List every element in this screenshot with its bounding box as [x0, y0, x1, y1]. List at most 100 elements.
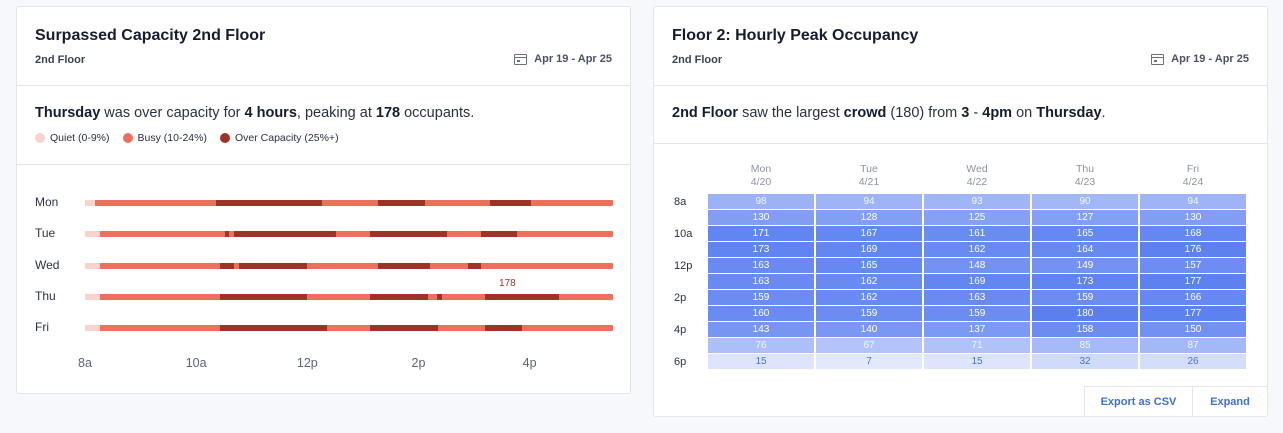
heatmap-cell[interactable]: 94 — [816, 194, 922, 209]
calendar-icon — [1151, 53, 1165, 65]
heatmap-row-label: 8a — [674, 196, 687, 208]
heatmap-cell[interactable]: 162 — [816, 290, 922, 305]
over-capacity-segment — [378, 263, 430, 269]
over-capacity-segment — [233, 231, 337, 237]
x-axis-tick: 8a — [78, 356, 92, 370]
heatmap-cell[interactable]: 163 — [708, 274, 814, 289]
heatmap-cell[interactable]: 167 — [816, 226, 922, 241]
day-occupancy-bar[interactable] — [85, 200, 613, 206]
over-capacity-segment — [480, 231, 518, 237]
x-axis-tick: 10a — [185, 356, 207, 370]
export-csv-button[interactable]: Export as CSV — [1084, 386, 1192, 416]
heatmap-column-header: Wed 4/22 — [924, 163, 1030, 189]
heatmap-cell[interactable]: 130 — [708, 210, 814, 225]
day-occupancy-bar[interactable] — [85, 294, 613, 300]
heatmap-cell[interactable]: 149 — [1032, 258, 1138, 273]
heatmap-cell[interactable]: 130 — [1140, 210, 1246, 225]
legend-item-over-capacity: Over Capacity (25%+) — [219, 132, 339, 144]
heatmap-cell[interactable]: 87 — [1140, 338, 1246, 353]
heatmap-cell[interactable]: 128 — [816, 210, 922, 225]
heatmap-cell[interactable]: 15 — [708, 354, 814, 369]
heatmap-cell[interactable]: 164 — [1032, 242, 1138, 257]
heatmap-cell[interactable]: 173 — [708, 242, 814, 257]
heatmap-cell[interactable]: 159 — [1032, 290, 1138, 305]
heatmap-cell[interactable]: 176 — [1140, 242, 1246, 257]
heatmap-row-label: 2p — [674, 292, 687, 304]
heatmap-cell[interactable]: 171 — [708, 226, 814, 241]
heatmap-row-label: 12p — [674, 260, 693, 272]
heatmap-column-header: Thu 4/23 — [1032, 163, 1138, 189]
day-occupancy-bar[interactable] — [85, 263, 613, 269]
quiet-segment — [85, 263, 100, 269]
heatmap-cell[interactable]: 7 — [816, 354, 922, 369]
over-capacity-segment — [436, 294, 443, 300]
weekday-date: 4/22 — [966, 176, 988, 188]
quiet-segment — [85, 294, 100, 300]
weekday-name: Mon — [750, 163, 772, 175]
heatmap-cell[interactable]: 67 — [816, 338, 922, 353]
weekday-name: Fri — [1186, 163, 1200, 175]
heatmap-cell[interactable]: 15 — [924, 354, 1030, 369]
day-occupancy-bar[interactable] — [85, 231, 613, 237]
heatmap-cell[interactable]: 162 — [924, 242, 1030, 257]
heatmap-cell[interactable]: 76 — [708, 338, 814, 353]
heatmap-cell[interactable]: 125 — [924, 210, 1030, 225]
over-capacity-segment — [369, 231, 448, 237]
surpassed-capacity-card: Surpassed Capacity 2nd Floor 2nd Floor A… — [16, 6, 631, 394]
over-capacity-segment — [220, 294, 308, 300]
heatmap-cell[interactable]: 177 — [1140, 306, 1246, 321]
legend-swatch — [35, 133, 45, 143]
quiet-segment — [85, 325, 100, 331]
heatmap-cell[interactable]: 71 — [924, 338, 1030, 353]
heatmap-cell[interactable]: 165 — [816, 258, 922, 273]
date-range[interactable]: Apr 19 - Apr 25 — [1151, 53, 1249, 65]
day-occupancy-bar[interactable] — [85, 325, 613, 331]
heatmap-cell[interactable]: 148 — [924, 258, 1030, 273]
card-title: Surpassed Capacity 2nd Floor — [35, 27, 266, 44]
over-capacity-segment — [215, 200, 323, 206]
heatmap-cell[interactable]: 98 — [708, 194, 814, 209]
heatmap-cell[interactable]: 169 — [924, 274, 1030, 289]
weekday-date: 4/21 — [858, 176, 880, 188]
heatmap-cell[interactable]: 140 — [816, 322, 922, 337]
heatmap-row-label: 6p — [674, 356, 687, 368]
day-label: Fri — [35, 320, 49, 334]
heatmap-cell[interactable]: 162 — [816, 274, 922, 289]
heatmap-cell[interactable]: 157 — [1140, 258, 1246, 273]
heatmap-cell[interactable]: 180 — [1032, 306, 1138, 321]
over-capacity-segment — [369, 325, 438, 331]
heatmap-cell[interactable]: 159 — [816, 306, 922, 321]
heatmap-cell[interactable]: 159 — [708, 290, 814, 305]
heatmap-cell[interactable]: 90 — [1032, 194, 1138, 209]
heatmap-cell[interactable]: 85 — [1032, 338, 1138, 353]
heatmap-cell[interactable]: 169 — [816, 242, 922, 257]
heatmap-cell[interactable]: 150 — [1140, 322, 1246, 337]
summary-section: Thursday was over capacity for 4 hours, … — [17, 86, 630, 165]
heatmap-cell[interactable]: 173 — [1032, 274, 1138, 289]
heatmap-cell[interactable]: 158 — [1032, 322, 1138, 337]
heatmap-cell[interactable]: 163 — [924, 290, 1030, 305]
heatmap-cell[interactable]: 160 — [708, 306, 814, 321]
over-capacity-segment — [489, 200, 532, 206]
heatmap-cell[interactable]: 159 — [924, 306, 1030, 321]
heatmap-cell[interactable]: 94 — [1140, 194, 1246, 209]
heatmap-cell[interactable]: 137 — [924, 322, 1030, 337]
heatmap-cell[interactable]: 163 — [708, 258, 814, 273]
heatmap-cell[interactable]: 165 — [1032, 226, 1138, 241]
over-capacity-segment — [468, 263, 481, 269]
expand-button[interactable]: Expand — [1192, 386, 1267, 416]
heatmap-cell[interactable]: 161 — [924, 226, 1030, 241]
day-label: Thu — [35, 289, 56, 303]
heatmap-cell[interactable]: 143 — [708, 322, 814, 337]
date-range[interactable]: Apr 19 - Apr 25 — [514, 53, 612, 65]
heatmap-cell[interactable]: 26 — [1140, 354, 1246, 369]
heatmap-cell[interactable]: 168 — [1140, 226, 1246, 241]
heatmap-cell[interactable]: 127 — [1032, 210, 1138, 225]
heatmap-cell[interactable]: 93 — [924, 194, 1030, 209]
date-range-label: Apr 19 - Apr 25 — [1171, 53, 1249, 65]
heatmap-cell[interactable]: 32 — [1032, 354, 1138, 369]
heatmap-cell[interactable]: 177 — [1140, 274, 1246, 289]
card-header: Floor 2: Hourly Peak Occupancy 2nd Floor… — [654, 7, 1267, 86]
heatmap-row-label: 10a — [674, 228, 693, 240]
heatmap-cell[interactable]: 166 — [1140, 290, 1246, 305]
